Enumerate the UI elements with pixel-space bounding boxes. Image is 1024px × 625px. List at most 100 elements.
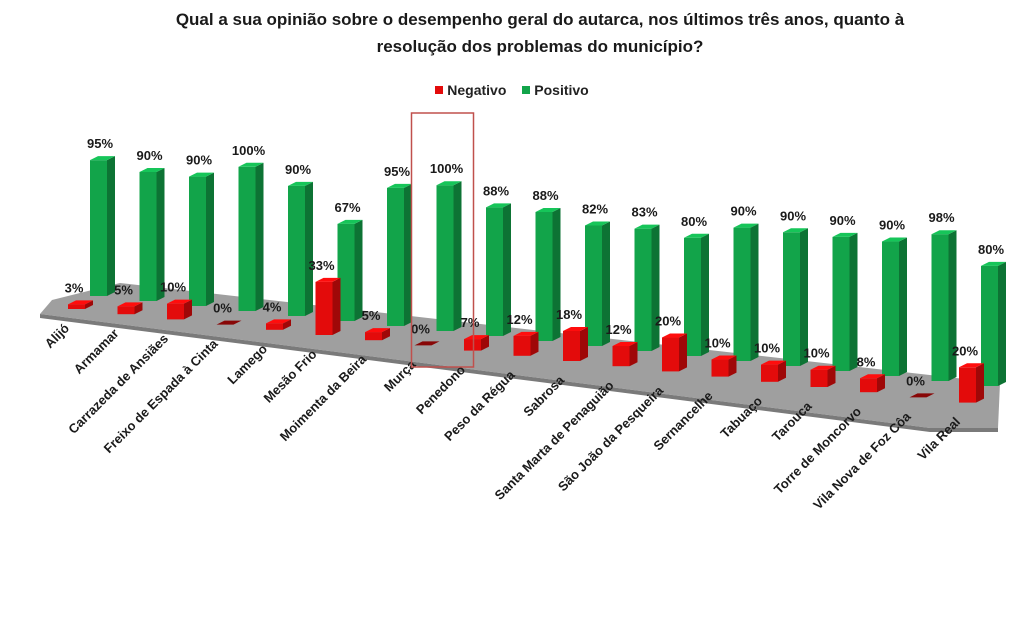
label-positivo-10: 82% bbox=[582, 201, 608, 216]
bar-negativo-13 bbox=[711, 355, 737, 377]
bar-negativo-7-flat bbox=[414, 341, 440, 346]
bar-negativo-15-front bbox=[810, 369, 828, 387]
label-negativo-16: 8% bbox=[857, 354, 876, 369]
bar-negativo-12-front bbox=[662, 337, 679, 372]
label-negativo-2: 10% bbox=[160, 280, 186, 295]
category-label-8: Penedono bbox=[413, 362, 468, 417]
label-negativo-12: 20% bbox=[655, 314, 681, 329]
bar-positivo-4-front bbox=[288, 185, 305, 316]
label-positivo-5: 67% bbox=[334, 200, 360, 215]
label-negativo-13: 10% bbox=[704, 336, 730, 351]
bar-negativo-0-front bbox=[68, 304, 85, 309]
bar-positivo-3-top bbox=[238, 162, 264, 167]
bar-positivo-6-top bbox=[387, 183, 412, 188]
bar-negativo-11-side bbox=[629, 342, 638, 367]
bar-positivo-12 bbox=[684, 233, 709, 356]
bar-negativo-13-side bbox=[728, 355, 737, 377]
bar-negativo-8-front bbox=[464, 339, 481, 351]
bar-positivo-18-side bbox=[998, 261, 1006, 386]
bar-positivo-0 bbox=[90, 156, 115, 296]
bar-positivo-15-side bbox=[849, 232, 858, 371]
category-label-12: São João da Pesqueira bbox=[555, 382, 667, 494]
label-negativo-7: 0% bbox=[411, 321, 430, 336]
label-negativo-6: 5% bbox=[362, 308, 381, 323]
bar-negativo-14 bbox=[761, 360, 786, 382]
bar-negativo-6-front bbox=[365, 332, 382, 341]
label-positivo-2: 90% bbox=[186, 153, 212, 168]
chart-title: Qual a sua opinião sobre o desempenho ge… bbox=[40, 6, 1024, 60]
bar-positivo-15-front bbox=[832, 236, 850, 371]
bar-negativo-5-front bbox=[315, 281, 333, 335]
label-negativo-8: 7% bbox=[461, 315, 480, 330]
bar-negativo-9 bbox=[513, 331, 539, 356]
bar-negativo-0-top bbox=[68, 300, 93, 305]
bar-positivo-16-side bbox=[899, 237, 907, 376]
category-label-1: Armamar bbox=[71, 326, 122, 377]
bar-positivo-16-front bbox=[882, 241, 899, 376]
bar-negativo-4-top bbox=[266, 319, 291, 324]
bar-negativo-3 bbox=[216, 320, 242, 325]
bar-positivo-8-side bbox=[503, 203, 511, 336]
bar-positivo-8 bbox=[486, 203, 511, 336]
label-negativo-17: 0% bbox=[906, 373, 925, 388]
bar-negativo-15 bbox=[810, 365, 836, 387]
bar-negativo-5 bbox=[315, 277, 341, 335]
bar-negativo-10-front bbox=[563, 330, 580, 361]
bar-negativo-15-top bbox=[810, 365, 836, 370]
bar-positivo-6 bbox=[387, 183, 412, 326]
label-positivo-1: 90% bbox=[136, 148, 162, 163]
bar-negativo-16-side bbox=[877, 374, 885, 393]
legend-label-positivo: Positivo bbox=[534, 82, 589, 98]
bar-positivo-4-side bbox=[305, 181, 313, 316]
bar-positivo-13 bbox=[733, 223, 759, 361]
bar-positivo-1-front bbox=[139, 171, 157, 301]
bar-negativo-1 bbox=[117, 302, 143, 315]
bar-positivo-7-front bbox=[436, 185, 454, 331]
label-positivo-12: 80% bbox=[681, 214, 707, 229]
bar-negativo-6-top bbox=[365, 328, 390, 333]
bar-negativo-14-front bbox=[761, 364, 778, 382]
bar-negativo-13-front bbox=[711, 359, 729, 377]
bar-positivo-2-side bbox=[206, 172, 214, 306]
bar-negativo-2-front bbox=[167, 303, 184, 320]
label-negativo-3: 0% bbox=[213, 301, 232, 316]
bar-positivo-9 bbox=[535, 207, 561, 341]
label-negativo-9: 12% bbox=[506, 312, 532, 327]
category-label-5: Mesão Frio bbox=[260, 346, 319, 405]
bar-positivo-17 bbox=[931, 230, 957, 381]
bar-positivo-17-side bbox=[948, 230, 957, 381]
label-negativo-10: 18% bbox=[556, 307, 582, 322]
chart-title-line2: resolução dos problemas do município? bbox=[376, 37, 704, 56]
bar-negativo-9-top bbox=[513, 331, 539, 336]
label-negativo-0: 3% bbox=[65, 280, 84, 295]
bar-positivo-6-side bbox=[404, 183, 412, 326]
label-positivo-4: 90% bbox=[285, 162, 311, 177]
bar-positivo-15 bbox=[832, 232, 858, 371]
bar-negativo-5-side bbox=[332, 277, 341, 335]
label-positivo-15: 90% bbox=[829, 213, 855, 228]
bar-positivo-14-top bbox=[783, 228, 808, 233]
bar-negativo-11-top bbox=[612, 342, 638, 347]
bar-positivo-7-top bbox=[436, 181, 462, 186]
label-positivo-18: 80% bbox=[978, 242, 1004, 257]
bar-negativo-12-side bbox=[679, 333, 687, 372]
highlight-box bbox=[410, 112, 475, 368]
bar-negativo-4-side bbox=[283, 319, 291, 330]
bar-negativo-2 bbox=[167, 299, 192, 320]
bar-positivo-7-side bbox=[453, 181, 462, 331]
chart-title-line1: Qual a sua opinião sobre o desempenho ge… bbox=[175, 10, 905, 29]
bar-negativo-1-top bbox=[117, 302, 143, 307]
bar-positivo-1-top bbox=[139, 167, 165, 172]
bar-positivo-7 bbox=[436, 181, 462, 331]
bar-negativo-10-side bbox=[580, 326, 588, 361]
bar-negativo-12 bbox=[662, 333, 687, 372]
bar-negativo-10 bbox=[563, 326, 588, 361]
legend-item-positivo: Positivo bbox=[522, 82, 589, 98]
bar-negativo-14-top bbox=[761, 360, 786, 365]
bar-negativo-6-side bbox=[382, 328, 390, 341]
bar-negativo-8-top bbox=[464, 335, 489, 340]
bar-positivo-12-side bbox=[701, 233, 709, 356]
legend-item-negativo: Negativo bbox=[435, 82, 506, 98]
category-label-0: Alijó bbox=[42, 320, 73, 351]
